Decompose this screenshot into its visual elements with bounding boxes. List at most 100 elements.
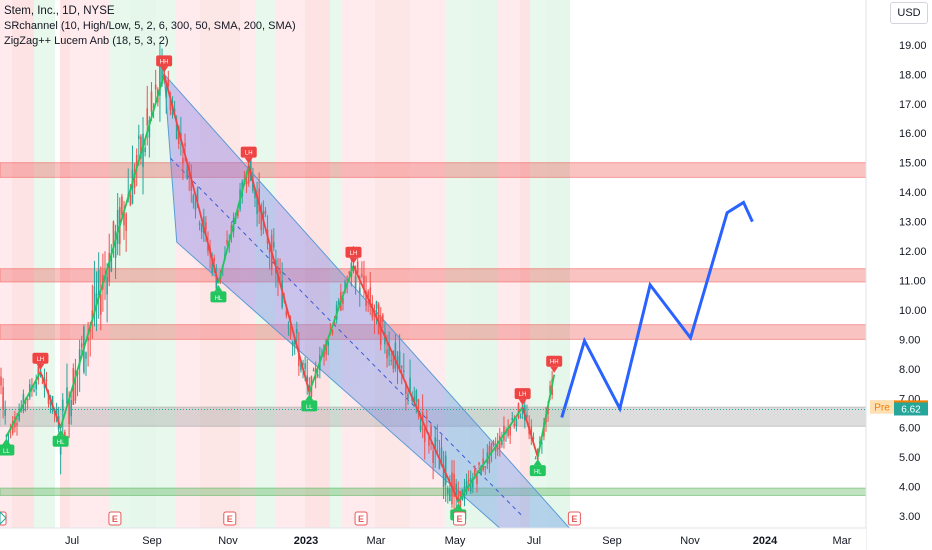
candle-body <box>348 271 351 274</box>
candle-body <box>407 393 409 399</box>
candle-body <box>245 181 248 185</box>
candle-body <box>80 343 83 348</box>
candle-body <box>150 91 153 112</box>
earnings-box <box>108 511 122 526</box>
candle-body <box>526 414 528 418</box>
candle-body <box>95 293 98 306</box>
session-band <box>375 0 410 528</box>
candle-body <box>396 356 399 366</box>
candle-body <box>513 423 516 426</box>
zigzag-segment <box>39 371 62 429</box>
session-band <box>547 0 570 528</box>
candle-body <box>106 276 108 295</box>
x-tick-label: Nov <box>680 535 700 547</box>
y-axis-panel <box>866 0 932 550</box>
y-tick-label: 12.00 <box>899 246 927 258</box>
indicator-srchannel[interactable]: SRchannel (10, High/Low, 5, 2, 6, 300, 5… <box>4 20 296 32</box>
pivot-label: HH <box>160 59 169 65</box>
candle-body <box>26 399 29 401</box>
earnings-label: E <box>227 514 233 524</box>
sr-zone <box>0 487 867 496</box>
candle-body <box>478 462 480 465</box>
candle-body <box>302 363 304 365</box>
candle-body <box>18 413 20 421</box>
candle-body <box>532 437 535 439</box>
y-tick-label: 15.00 <box>899 158 927 170</box>
session-band <box>530 0 547 528</box>
candle-body <box>465 481 468 493</box>
pivot-marker: LL <box>0 438 15 456</box>
premarket-tag-prefix: Pre <box>874 402 890 413</box>
session-band <box>342 0 375 528</box>
candle-body <box>279 270 281 274</box>
candle-body <box>207 244 209 252</box>
indicator-zigzag[interactable]: ZigZag++ Lucem Anb (18, 5, 3, 2) <box>4 35 169 47</box>
earnings-marker: E <box>108 511 122 526</box>
candle-body <box>74 370 77 401</box>
candle-body <box>211 259 213 273</box>
candle-body <box>379 316 382 345</box>
candle-body <box>144 147 146 152</box>
pivot-label: LH <box>37 357 45 363</box>
zigzag-segment <box>521 406 539 458</box>
candle-body <box>123 212 125 226</box>
currency-button[interactable]: USD <box>890 2 928 24</box>
candle-body <box>41 382 44 384</box>
session-band <box>60 0 70 528</box>
candle-body <box>55 408 58 418</box>
earnings-box <box>567 511 581 526</box>
candle-body <box>509 425 511 436</box>
candle-body <box>342 297 344 304</box>
candle-body <box>484 466 487 468</box>
candle-body <box>365 291 367 306</box>
candle-body <box>167 79 170 87</box>
candle-body <box>453 473 455 497</box>
candle-body <box>356 261 359 273</box>
candle-body <box>99 294 102 315</box>
candle-body <box>415 390 418 402</box>
x-axis-panel <box>0 528 866 550</box>
earnings-label: E <box>358 514 364 524</box>
candle-body <box>142 133 144 168</box>
pivot-label: LL <box>3 449 10 455</box>
candle-body <box>61 399 64 412</box>
candle-body <box>455 483 457 496</box>
session-band <box>55 0 60 528</box>
session-band <box>70 0 110 528</box>
pivot-marker: LH <box>32 352 49 370</box>
candle-body <box>146 108 149 126</box>
candle-body <box>511 418 514 421</box>
candle-body <box>331 330 334 334</box>
chart-title: Stem, Inc., 1D, NYSE <box>4 5 115 17</box>
candle-body <box>388 344 390 356</box>
candle-body <box>501 439 503 446</box>
candle-body <box>192 195 195 204</box>
pivot-label: HL <box>57 440 65 446</box>
candle-body <box>110 253 113 272</box>
price-channel <box>163 72 573 550</box>
zigzag-segment <box>59 74 166 428</box>
y-tick-label: 8.00 <box>899 364 920 376</box>
candle-body <box>173 109 176 112</box>
candle-body <box>78 349 81 366</box>
candle-body <box>390 360 393 362</box>
pivot-marker: HL <box>52 429 69 447</box>
candle-body <box>45 379 48 382</box>
y-tick-label: 16.00 <box>899 128 927 140</box>
pivot-box <box>0 444 15 456</box>
candle-body <box>438 458 441 470</box>
pivot-box <box>52 435 69 447</box>
candle-body <box>515 419 518 427</box>
candle-body <box>129 195 132 206</box>
candle-body <box>490 442 493 454</box>
candle-body <box>59 447 62 455</box>
candle-body <box>93 285 96 315</box>
candle-body <box>457 491 460 503</box>
candle-body <box>159 64 161 96</box>
candle-body <box>258 188 260 212</box>
candle-body <box>121 196 123 215</box>
earnings-marker: E <box>223 511 237 526</box>
candle-body <box>194 203 197 210</box>
candle-body <box>517 403 520 418</box>
